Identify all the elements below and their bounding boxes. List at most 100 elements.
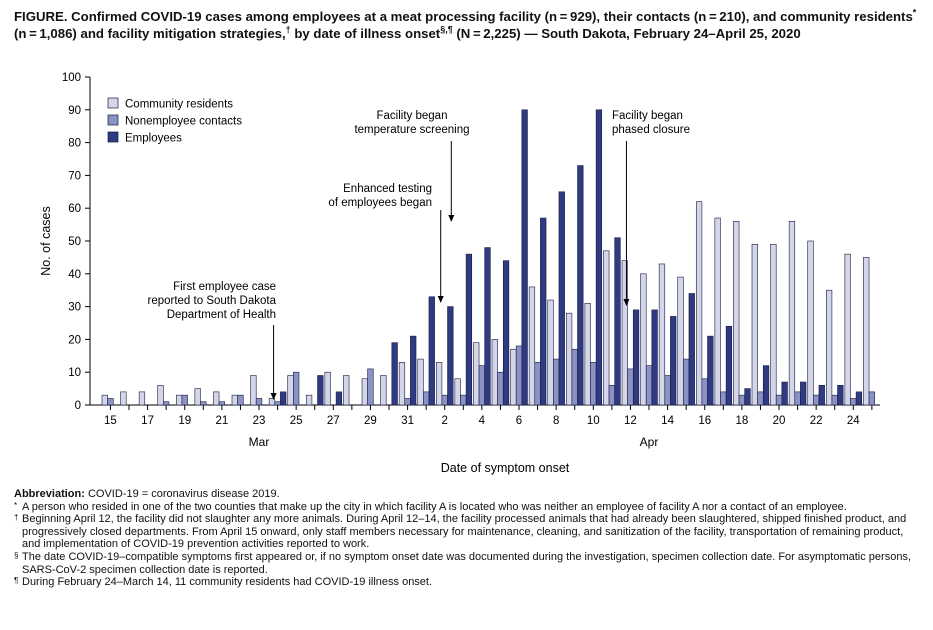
bar-community-residents bbox=[343, 375, 350, 406]
bar-community-residents bbox=[231, 394, 238, 406]
footnote-2: † Beginning April 12, the facility did no… bbox=[14, 513, 919, 551]
footnote-4: ¶ During February 24–March 14, 11 communi… bbox=[14, 576, 919, 589]
y-axis-label: No. of cases bbox=[39, 206, 53, 275]
bar-employees bbox=[502, 260, 510, 406]
annotation-2-arrow-head bbox=[437, 296, 444, 303]
y-tick-label: 40 bbox=[68, 269, 81, 281]
bar-community-residents bbox=[491, 339, 498, 406]
annotation-1-line: reported to South Dakota bbox=[148, 295, 277, 307]
bar-nonemployee-contacts bbox=[367, 368, 374, 406]
bar-community-residents bbox=[603, 250, 610, 406]
title-part-4: (N = 2,225) — South Dakota, February 24–… bbox=[456, 26, 801, 41]
bar-community-residents bbox=[751, 243, 758, 406]
title-mark-1: * bbox=[912, 7, 917, 18]
bar-employees bbox=[540, 217, 547, 406]
bar-nonemployee-contacts bbox=[515, 345, 523, 406]
bar-employees bbox=[781, 381, 788, 406]
y-tick-label: 10 bbox=[68, 367, 81, 379]
x-tick-label: 31 bbox=[401, 415, 414, 427]
legend-label: Nonemployee contacts bbox=[125, 116, 242, 128]
bar-employees bbox=[725, 325, 733, 406]
bar-community-residents bbox=[454, 378, 461, 406]
title-mark-2: † bbox=[285, 24, 291, 35]
abbreviation-text: COVID-19 = coronavirus disease 2019. bbox=[87, 488, 280, 500]
bar-nonemployee-contacts bbox=[850, 398, 857, 406]
bar-community-residents bbox=[157, 385, 164, 406]
x-tick-label: 17 bbox=[141, 415, 154, 427]
bar-community-residents bbox=[807, 240, 814, 406]
bar-nonemployee-contacts bbox=[571, 348, 578, 406]
bar-nonemployee-contacts bbox=[497, 371, 504, 406]
x-tick-label: 14 bbox=[661, 415, 674, 427]
bar-nonemployee-contacts bbox=[293, 371, 300, 406]
bar-employees bbox=[614, 237, 621, 406]
bar-employees bbox=[465, 253, 473, 406]
bar-employees bbox=[428, 296, 435, 406]
x-tick-label: 12 bbox=[624, 415, 637, 427]
legend-label: Community residents bbox=[125, 99, 233, 111]
annotation-2-line: Enhanced testing bbox=[343, 183, 432, 195]
x-tick-label: 24 bbox=[847, 415, 860, 427]
footnote-2-mark: † bbox=[14, 513, 19, 523]
bar-community-residents bbox=[770, 243, 777, 406]
bar-employees bbox=[670, 316, 677, 406]
annotation-4-line: phased closure bbox=[612, 124, 690, 136]
figure-title: FIGURE. Confirmed COVID-19 cases among e… bbox=[14, 8, 919, 42]
month-label-mar: Mar bbox=[249, 435, 270, 449]
bar-community-residents bbox=[380, 375, 387, 406]
bar-nonemployee-contacts bbox=[237, 394, 244, 406]
x-tick-label: 19 bbox=[178, 415, 191, 427]
bar-nonemployee-contacts bbox=[738, 394, 745, 406]
legend-label: Employees bbox=[125, 133, 182, 145]
bar-nonemployee-contacts bbox=[423, 391, 430, 406]
x-tick-label: 4 bbox=[479, 415, 486, 427]
bar-community-residents bbox=[640, 273, 647, 406]
bar-nonemployee-contacts bbox=[831, 394, 838, 406]
bar-nonemployee-contacts bbox=[664, 375, 671, 406]
bar-community-residents bbox=[417, 358, 424, 406]
bar-community-residents bbox=[435, 362, 443, 406]
bar-employees bbox=[855, 391, 863, 406]
footnote-1: * A person who resided in one of the two … bbox=[14, 501, 919, 514]
bar-employees bbox=[280, 391, 287, 406]
footnote-1-text: A person who resided in one of the two c… bbox=[22, 500, 847, 513]
bar-employees bbox=[688, 293, 695, 406]
x-tick-label: 2 bbox=[442, 415, 448, 427]
bar-community-residents bbox=[844, 253, 851, 406]
bar-employees bbox=[837, 385, 844, 406]
bar-community-residents bbox=[733, 221, 740, 406]
bar-nonemployee-contacts bbox=[775, 394, 783, 406]
bar-community-residents bbox=[714, 217, 721, 406]
month-label-apr: Apr bbox=[640, 435, 659, 449]
footnote-4-mark: ¶ bbox=[14, 576, 19, 586]
bar-community-residents bbox=[528, 286, 536, 406]
annotation-1-line: Department of Health bbox=[167, 309, 276, 321]
bar-nonemployee-contacts bbox=[218, 401, 225, 406]
x-tick-label: 25 bbox=[290, 415, 303, 427]
annotation-4-line: Facility began bbox=[612, 110, 683, 122]
bar-nonemployee-contacts bbox=[200, 401, 207, 406]
x-tick-label: 29 bbox=[364, 415, 377, 427]
bar-community-residents bbox=[621, 260, 628, 406]
bar-nonemployee-contacts bbox=[683, 358, 690, 406]
annotation-3-line: temperature screening bbox=[354, 124, 469, 136]
bar-nonemployee-contacts bbox=[534, 362, 541, 406]
bar-employees bbox=[447, 306, 454, 406]
footnote-4-text: During February 24–March 14, 11 communit… bbox=[22, 576, 433, 589]
bar-community-residents bbox=[547, 299, 554, 406]
footnotes: Abbreviation: COVID-19 = coronavirus dis… bbox=[14, 488, 919, 589]
annotation-1-arrow-head bbox=[270, 393, 277, 400]
x-tick-label: 15 bbox=[104, 415, 117, 427]
footnote-3-mark: § bbox=[14, 550, 19, 560]
bar-nonemployee-contacts bbox=[107, 398, 114, 406]
bar-community-residents bbox=[677, 276, 684, 406]
title-part-2: (n = 1,086) and facility mitigation stra… bbox=[14, 26, 286, 41]
cases-chart: 0 10 20 30 40 50 60 70 80 90 100 No. of cases 15 17 19… bbox=[39, 72, 880, 475]
bar-employees bbox=[484, 247, 491, 406]
x-tick-label: 10 bbox=[587, 415, 600, 427]
bar-employees bbox=[335, 391, 343, 406]
bar-nonemployee-contacts bbox=[460, 394, 467, 406]
x-tick-label: 8 bbox=[553, 415, 559, 427]
bar-nonemployee-contacts bbox=[163, 401, 170, 406]
y-tick-label: 90 bbox=[68, 105, 81, 117]
